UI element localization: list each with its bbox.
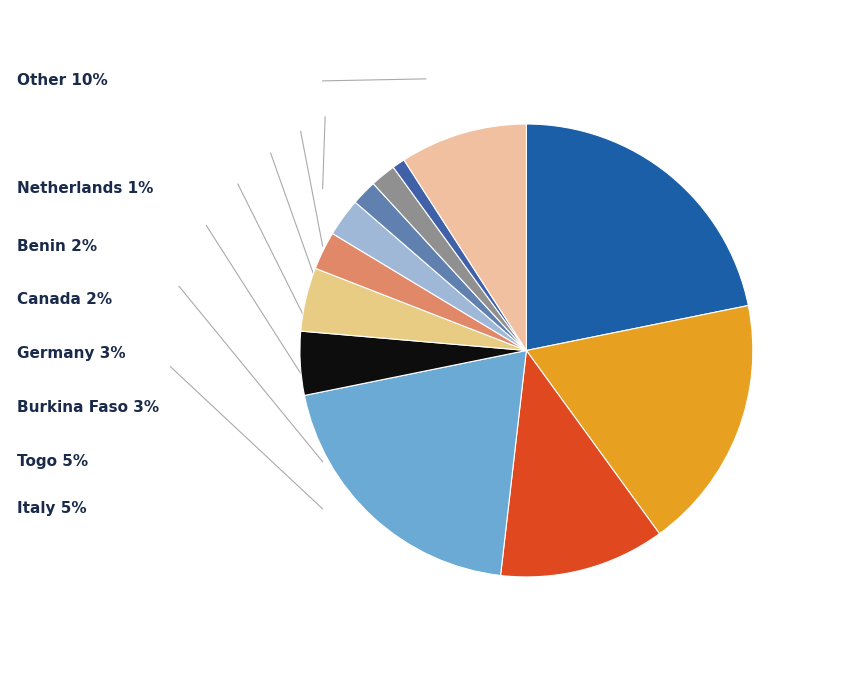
Wedge shape xyxy=(301,268,526,350)
Wedge shape xyxy=(404,124,526,350)
Wedge shape xyxy=(305,350,526,576)
Text: Other 10%: Other 10% xyxy=(17,73,108,88)
Wedge shape xyxy=(300,331,526,396)
Wedge shape xyxy=(393,160,526,350)
Text: Canada 2%: Canada 2% xyxy=(17,293,112,307)
Text: Netherlands 1%: Netherlands 1% xyxy=(17,181,154,196)
Text: Benin 2%: Benin 2% xyxy=(17,239,97,253)
Text: Germany 3%: Germany 3% xyxy=(17,346,126,361)
Wedge shape xyxy=(315,233,526,350)
Text: Nigeria 24%: Nigeria 24% xyxy=(605,216,709,231)
Text: Côte
d’Ivoire
22%: Côte d’Ivoire 22% xyxy=(354,447,419,496)
Text: Togo 5%: Togo 5% xyxy=(17,454,88,469)
Wedge shape xyxy=(374,167,526,350)
Wedge shape xyxy=(526,124,748,350)
Text: United
Kingdom
13%: United Kingdom 13% xyxy=(541,485,616,534)
Text: Burkina Faso 3%: Burkina Faso 3% xyxy=(17,400,159,415)
Wedge shape xyxy=(501,350,660,577)
Text: United States
of America
20%: United States of America 20% xyxy=(661,385,778,435)
Wedge shape xyxy=(355,183,526,350)
Wedge shape xyxy=(526,305,753,534)
Text: Italy 5%: Italy 5% xyxy=(17,501,87,516)
Wedge shape xyxy=(333,202,526,350)
